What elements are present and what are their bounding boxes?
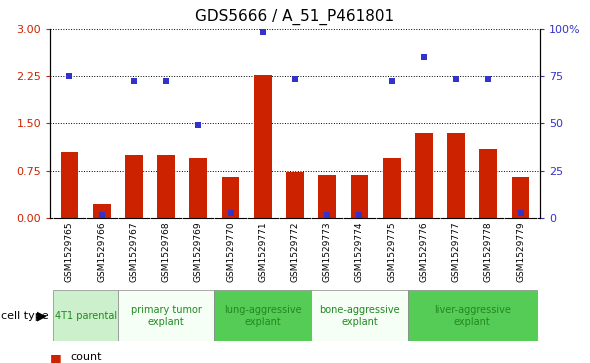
Text: GSM1529769: GSM1529769 — [194, 221, 203, 282]
Point — [387, 78, 396, 83]
Text: bone-aggressive
explant: bone-aggressive explant — [319, 305, 400, 327]
Point — [451, 77, 461, 82]
Bar — [286, 172, 304, 218]
Bar — [222, 177, 240, 218]
Point — [129, 78, 139, 83]
Text: GSM1529775: GSM1529775 — [387, 221, 396, 282]
Point — [323, 212, 332, 217]
Point — [484, 77, 493, 82]
Text: primary tumor
explant: primary tumor explant — [131, 305, 202, 327]
Bar — [254, 75, 271, 218]
Text: GSM1529778: GSM1529778 — [484, 221, 493, 282]
Point — [355, 212, 364, 217]
Point — [162, 78, 171, 83]
Bar — [214, 290, 311, 341]
Bar — [118, 290, 214, 341]
Text: GSM1529774: GSM1529774 — [355, 221, 364, 282]
Bar — [189, 158, 207, 218]
Text: GSM1529767: GSM1529767 — [129, 221, 139, 282]
Text: liver-aggressive
explant: liver-aggressive explant — [434, 305, 510, 327]
Point — [290, 77, 300, 82]
Bar — [383, 158, 401, 218]
Point — [97, 212, 106, 217]
Text: GSM1529766: GSM1529766 — [97, 221, 106, 282]
Bar — [125, 155, 143, 218]
Point — [516, 211, 525, 216]
Point — [419, 54, 428, 60]
Text: ▶: ▶ — [37, 309, 46, 322]
Bar — [319, 175, 336, 218]
Point — [65, 73, 74, 79]
Text: GSM1529768: GSM1529768 — [162, 221, 171, 282]
Bar — [158, 155, 175, 218]
Bar — [408, 290, 537, 341]
Text: GSM1529776: GSM1529776 — [419, 221, 428, 282]
Text: cell type: cell type — [1, 311, 49, 321]
Text: GSM1529777: GSM1529777 — [451, 221, 461, 282]
Text: count: count — [71, 352, 102, 362]
Bar — [512, 177, 529, 218]
Bar — [61, 152, 78, 218]
Text: GSM1529779: GSM1529779 — [516, 221, 525, 282]
Text: GSM1529772: GSM1529772 — [290, 221, 300, 282]
Bar — [311, 290, 408, 341]
Bar — [53, 290, 118, 341]
Text: 4T1 parental: 4T1 parental — [54, 311, 117, 321]
Bar — [447, 133, 465, 218]
Bar — [480, 148, 497, 218]
Text: GSM1529773: GSM1529773 — [323, 221, 332, 282]
Point — [258, 29, 267, 35]
Point — [226, 211, 235, 216]
Bar — [350, 175, 368, 218]
Bar — [415, 133, 432, 218]
Bar — [93, 204, 110, 218]
Text: GSM1529765: GSM1529765 — [65, 221, 74, 282]
Text: ■: ■ — [50, 352, 62, 363]
Point — [194, 122, 203, 128]
Text: lung-aggressive
explant: lung-aggressive explant — [224, 305, 301, 327]
Text: GSM1529771: GSM1529771 — [258, 221, 267, 282]
Text: GDS5666 / A_51_P461801: GDS5666 / A_51_P461801 — [195, 9, 395, 25]
Text: GSM1529770: GSM1529770 — [226, 221, 235, 282]
